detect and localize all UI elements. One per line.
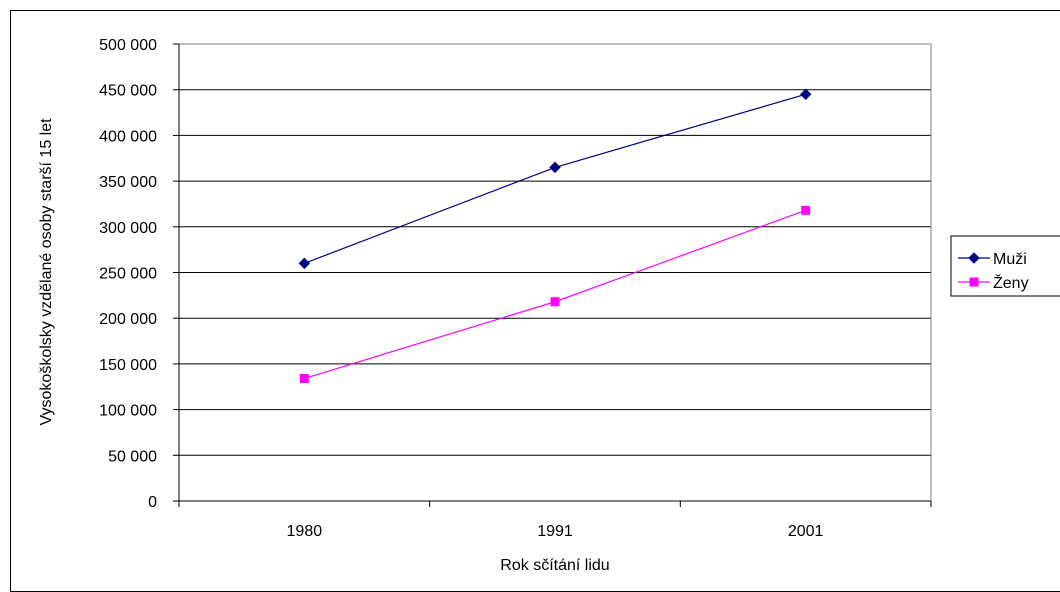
y-tick-label: 0: [148, 494, 157, 511]
x-tick-label: 2001: [788, 523, 824, 540]
x-tick-label: 1991: [537, 523, 573, 540]
y-tick-label: 400 000: [99, 128, 157, 145]
data-point: [801, 205, 811, 215]
y-tick-label: 450 000: [99, 83, 157, 100]
legend-label: Ženy: [993, 273, 1029, 292]
y-tick-label: 500 000: [99, 37, 157, 54]
legend: Muži Ženy: [950, 235, 1060, 297]
data-point: [550, 297, 560, 307]
legend-label: Muži: [993, 251, 1027, 268]
y-tick-label: 200 000: [99, 311, 157, 328]
gridlines: [179, 89, 931, 456]
series-lines: [298, 88, 812, 384]
y-axis-title: Vysokoškolsky vzdělané osoby starší 15 l…: [38, 118, 55, 426]
x-axis-title: Rok sčítání lidu: [500, 557, 609, 574]
y-tick-label: 250 000: [99, 266, 157, 283]
y-tick-label: 150 000: [99, 357, 157, 374]
series-line-2: [304, 209, 806, 380]
data-point: [298, 257, 311, 270]
data-point: [299, 374, 309, 384]
x-axis-ticks: 1980 1991 2001: [178, 501, 932, 540]
data-point: [549, 161, 561, 174]
chart-frame: [10, 10, 1060, 592]
y-tick-label: 300 000: [99, 220, 157, 237]
y-tick-label: 350 000: [99, 174, 157, 191]
x-tick-label: 1980: [287, 523, 323, 540]
legend-marker: [968, 252, 980, 264]
y-axis-ticks: 0 50 000 100 000 150 000 200 000 250 000 300 0…: [99, 37, 179, 511]
data-point: [799, 88, 812, 100]
y-tick-label: 100 000: [99, 403, 157, 420]
legend-box: [950, 235, 1060, 297]
legend-marker: [969, 277, 979, 287]
y-tick-label: 50 000: [108, 448, 157, 465]
